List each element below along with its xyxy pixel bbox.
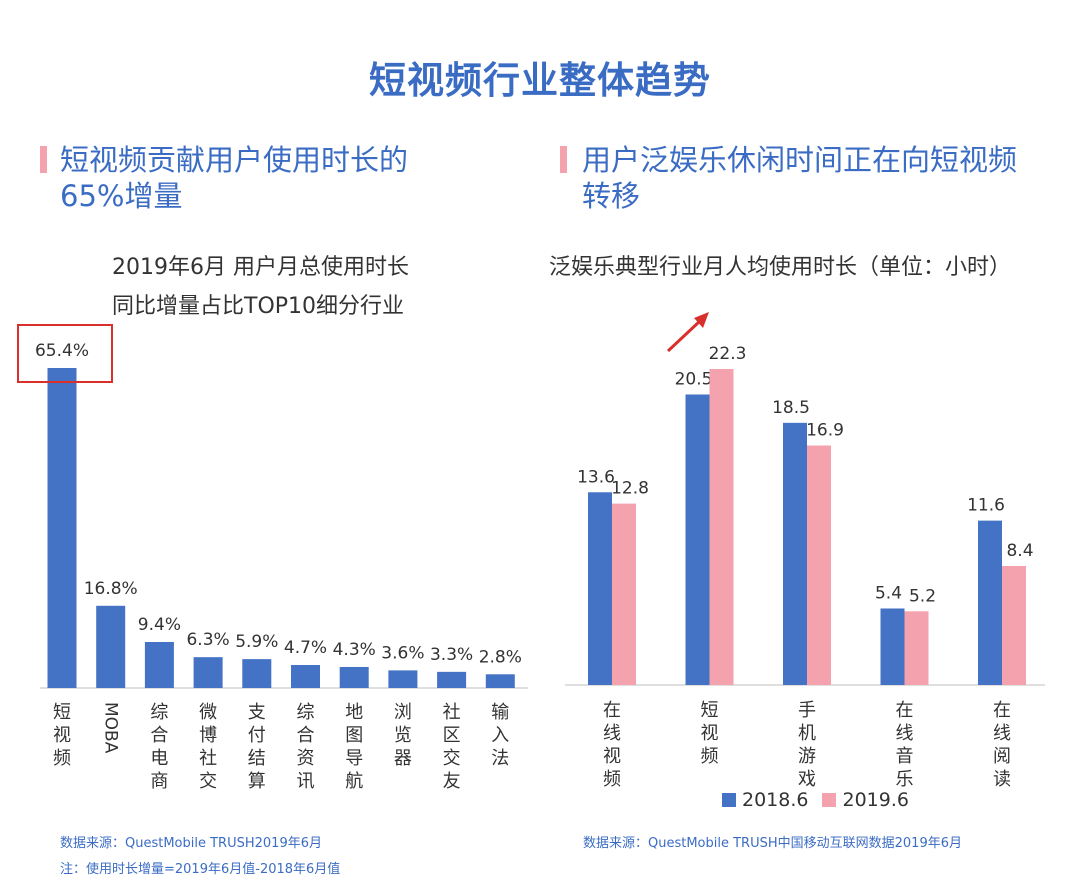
right-bar-s0-1 xyxy=(685,394,710,685)
right-section-title-line2: 转移 xyxy=(582,179,641,213)
left-chart-subtitle-line1: 2019年6月 用户月总使用时长 xyxy=(112,255,409,280)
left-bar-label-8: 3.3% xyxy=(430,645,473,665)
left-bar-label-5: 4.7% xyxy=(284,638,327,658)
left-category-label-1: MOBA xyxy=(101,702,121,754)
left-category-label-6: 地图导航 xyxy=(345,702,363,792)
left-bar-5 xyxy=(291,665,320,688)
right-bar-s0-2 xyxy=(783,422,807,685)
left-bar-8 xyxy=(437,671,467,688)
left-bar-label-2: 9.4% xyxy=(138,615,181,635)
right-category-label-3: 在线音乐 xyxy=(896,700,914,790)
page-title: 短视频行业整体趋势 xyxy=(369,59,711,102)
legend-label-2019: 2019.6 xyxy=(842,789,909,811)
left-bar-1 xyxy=(96,605,126,688)
left-category-label-3: 微博社交 xyxy=(199,702,217,792)
legend-item-2018: 2018.6 xyxy=(722,789,808,811)
legend-item-2019: 2019.6 xyxy=(822,789,909,811)
left-bar-2 xyxy=(144,642,174,688)
left-bar-4 xyxy=(242,659,272,688)
right-bar-s1-3 xyxy=(904,611,929,685)
right-bar-label-s0-1: 20.5 xyxy=(675,370,713,390)
left-note-text: 注：使用时长增量=2019年6月值-2018年6月值 xyxy=(60,862,341,877)
right-bar-s0-0 xyxy=(588,492,612,685)
left-bar-3 xyxy=(193,657,223,688)
right-category-label-1: 短视频 xyxy=(701,700,719,767)
right-bar-label-s0-3: 5.4 xyxy=(875,583,902,603)
right-category-label-0: 在线视频 xyxy=(603,700,621,790)
right-chart-legend: 2018.6 2019.6 xyxy=(722,789,923,811)
highlight-box-short-video xyxy=(17,324,113,383)
left-bar-label-1: 16.8% xyxy=(84,579,138,599)
left-category-label-9: 输入法 xyxy=(491,702,509,769)
left-chart-subtitle-line2: 同比增量占比TOP10细分行业 xyxy=(112,294,405,319)
right-bar-s0-4 xyxy=(978,520,1002,685)
right-bar-label-s0-2: 18.5 xyxy=(772,398,810,418)
right-source-text: 数据来源：QuestMobile TRUSH中国移动互联网数据2019年6月 xyxy=(583,836,962,851)
left-bar-label-7: 3.6% xyxy=(381,643,424,663)
left-source-text: 数据来源：QuestMobile TRUSH2019年6月 xyxy=(60,836,322,851)
right-bar-label-s1-0: 12.8 xyxy=(611,479,649,499)
left-bar-label-9: 2.8% xyxy=(479,647,522,667)
right-bar-label-s1-4: 8.4 xyxy=(1006,541,1033,561)
left-bar-label-3: 6.3% xyxy=(186,630,229,650)
left-bar-7 xyxy=(388,670,418,688)
left-category-label-7: 浏览器 xyxy=(394,702,412,769)
left-bar-0 xyxy=(47,368,77,688)
left-section-title-line1: 短视频贡献用户使用时长的 xyxy=(60,143,409,177)
left-bar-6 xyxy=(339,666,369,688)
right-category-label-2: 手机游戏 xyxy=(798,700,816,790)
left-section-title-line2: 65%增量 xyxy=(60,179,183,213)
right-bar-label-s0-0: 13.6 xyxy=(577,467,615,487)
left-bar-label-4: 5.9% xyxy=(235,632,278,652)
right-bar-s1-4 xyxy=(1002,565,1026,685)
right-bar-label-s1-3: 5.2 xyxy=(909,586,936,606)
legend-swatch-2018 xyxy=(722,793,736,807)
right-bar-s0-3 xyxy=(880,608,905,685)
right-bar-s1-2 xyxy=(807,445,831,685)
right-bar-s1-0 xyxy=(612,503,636,685)
right-bar-label-s1-2: 16.9 xyxy=(806,421,844,441)
left-category-label-2: 综合电商 xyxy=(150,702,168,792)
trend-arrow-head xyxy=(694,312,709,328)
right-bar-label-s0-4: 11.6 xyxy=(967,496,1005,516)
left-bar-9 xyxy=(485,674,515,688)
right-bar-label-s1-1: 22.3 xyxy=(709,344,747,364)
left-category-label-5: 综合资讯 xyxy=(297,702,315,792)
legend-label-2018: 2018.6 xyxy=(742,789,809,811)
left-bar-label-6: 4.3% xyxy=(333,640,376,660)
right-chart-subtitle: 泛娱乐典型行业月人均使用时长（单位：小时） xyxy=(549,255,1012,280)
right-section-marker xyxy=(560,146,567,173)
left-section-marker xyxy=(40,146,47,173)
left-category-label-4: 支付结算 xyxy=(248,702,266,792)
trend-arrow-shaft xyxy=(666,319,702,353)
legend-swatch-2019 xyxy=(822,793,837,807)
left-category-label-8: 社区交友 xyxy=(443,702,461,792)
right-bar-s1-1 xyxy=(709,369,734,685)
right-category-label-4: 在线阅读 xyxy=(993,700,1011,790)
right-section-title-line1: 用户泛娱乐休闲时间正在向短视频 xyxy=(582,143,1018,177)
left-bar-label-0: 65.4% xyxy=(35,341,89,361)
left-category-label-0: 短视频 xyxy=(53,702,71,769)
